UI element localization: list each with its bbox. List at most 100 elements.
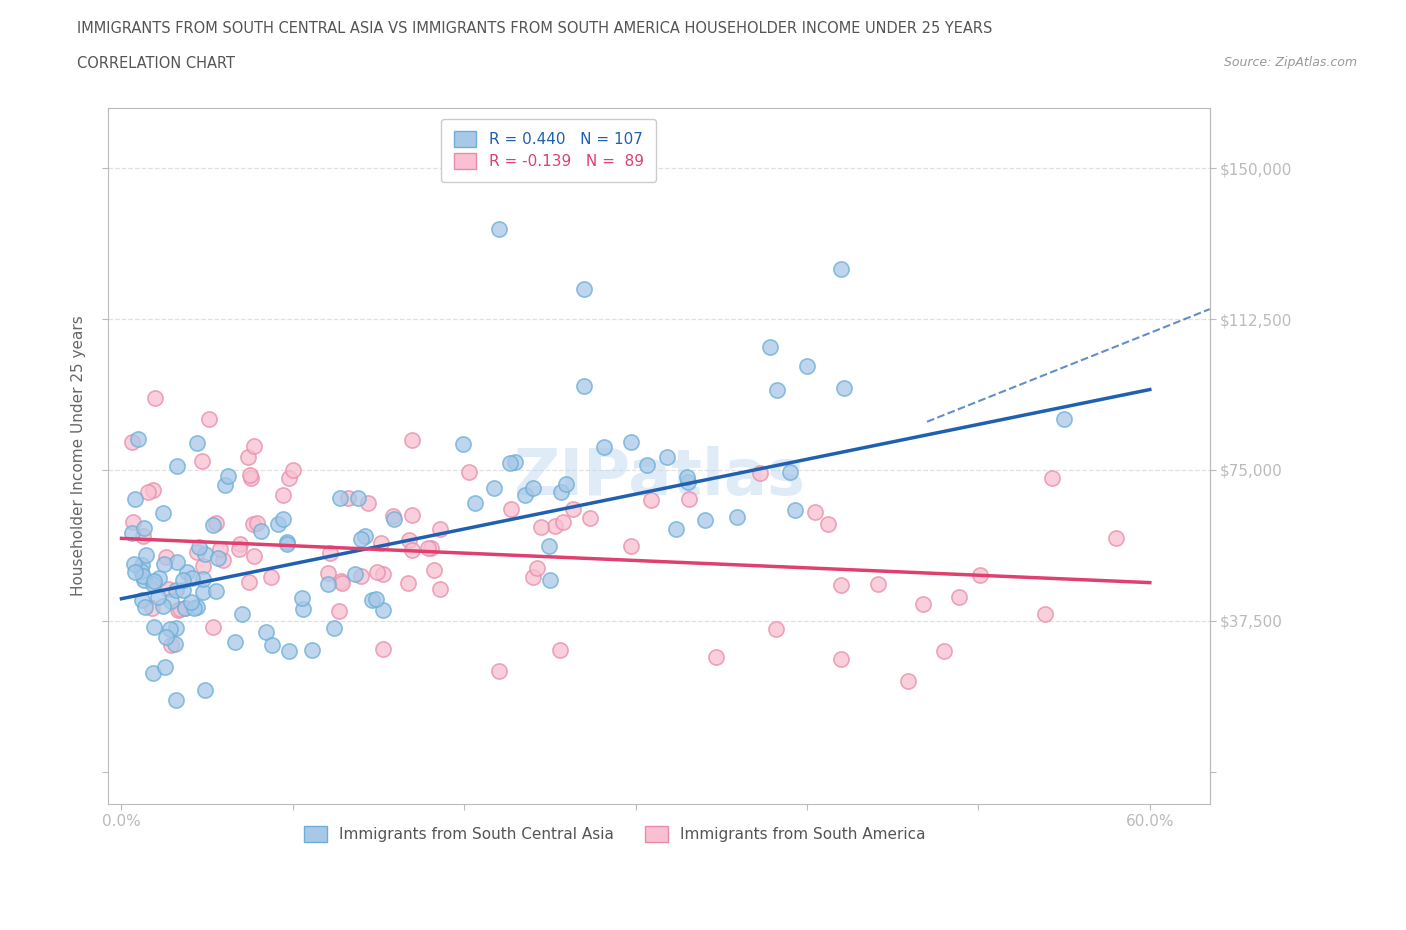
Point <box>1104 531 1126 546</box>
Point <box>328 604 350 618</box>
Point <box>817 516 839 531</box>
Point <box>912 597 935 612</box>
Point <box>357 495 380 510</box>
Point <box>122 515 145 530</box>
Point <box>183 601 205 616</box>
Point <box>1040 471 1063 485</box>
Point <box>969 567 991 582</box>
Point <box>330 576 353 591</box>
Point <box>344 567 367 582</box>
Point <box>350 531 373 546</box>
Point <box>190 454 212 469</box>
Point <box>579 511 602 525</box>
Point <box>544 519 567 534</box>
Point <box>382 512 405 526</box>
Point <box>522 480 544 495</box>
Point <box>127 432 149 446</box>
Point <box>271 488 294 503</box>
Point <box>159 593 181 608</box>
Point <box>194 547 217 562</box>
Point <box>1033 606 1056 621</box>
Point <box>464 496 486 511</box>
Point <box>153 556 176 571</box>
Point <box>561 501 583 516</box>
Text: Source: ZipAtlas.com: Source: ZipAtlas.com <box>1223 56 1357 69</box>
Point <box>165 621 187 636</box>
Point <box>934 644 956 658</box>
Point <box>948 590 970 604</box>
Point <box>172 573 194 588</box>
Point <box>193 571 215 586</box>
Point <box>451 436 474 451</box>
Point <box>124 491 146 506</box>
Point <box>169 601 191 616</box>
Point <box>193 683 215 698</box>
Point <box>141 665 163 680</box>
Point <box>228 537 250 551</box>
Point <box>804 505 827 520</box>
Point <box>783 502 806 517</box>
Point <box>329 490 352 505</box>
Point <box>131 558 153 573</box>
Point <box>136 485 159 499</box>
Point <box>202 517 225 532</box>
Point <box>765 621 787 636</box>
Point <box>155 630 177 644</box>
Point <box>165 582 187 597</box>
Point <box>401 507 423 522</box>
Point <box>152 599 174 614</box>
Point <box>678 492 700 507</box>
Point <box>276 537 298 551</box>
Point <box>277 471 299 485</box>
Point <box>725 510 748 525</box>
Point <box>278 644 301 658</box>
Text: ZIPatlas: ZIPatlas <box>513 445 804 508</box>
Point <box>318 576 340 591</box>
Point <box>271 512 294 526</box>
Point <box>214 478 236 493</box>
Point <box>488 664 510 679</box>
Point <box>193 559 215 574</box>
Point <box>620 434 643 449</box>
Point <box>396 576 419 591</box>
Point <box>132 568 155 583</box>
Point <box>152 506 174 521</box>
Point <box>239 471 262 485</box>
Point <box>166 603 188 618</box>
Point <box>134 520 156 535</box>
Point <box>640 493 662 508</box>
Point <box>180 595 202 610</box>
Point <box>301 643 323 658</box>
Point <box>148 590 170 604</box>
Point <box>260 638 283 653</box>
Point <box>834 381 856 396</box>
Point <box>242 517 264 532</box>
Point <box>291 591 314 605</box>
Y-axis label: Householder Income Under 25 years: Householder Income Under 25 years <box>72 315 86 596</box>
Point <box>243 439 266 454</box>
Point <box>458 464 481 479</box>
Point <box>159 622 181 637</box>
Point <box>704 650 727 665</box>
Point <box>572 379 595 393</box>
Point <box>143 390 166 405</box>
Point <box>749 465 772 480</box>
Point <box>142 577 165 591</box>
Point <box>205 584 228 599</box>
Point <box>173 601 195 616</box>
Point <box>246 515 269 530</box>
Point <box>172 582 194 597</box>
Point <box>186 436 208 451</box>
Point <box>538 538 561 553</box>
Point <box>429 581 451 596</box>
Point <box>322 620 344 635</box>
Point <box>181 571 204 586</box>
Point <box>224 635 246 650</box>
Point <box>350 568 373 583</box>
Point <box>398 532 420 547</box>
Point <box>166 554 188 569</box>
Point <box>620 538 643 553</box>
Text: CORRELATION CHART: CORRELATION CHART <box>77 56 235 71</box>
Point <box>208 542 231 557</box>
Point <box>141 600 163 615</box>
